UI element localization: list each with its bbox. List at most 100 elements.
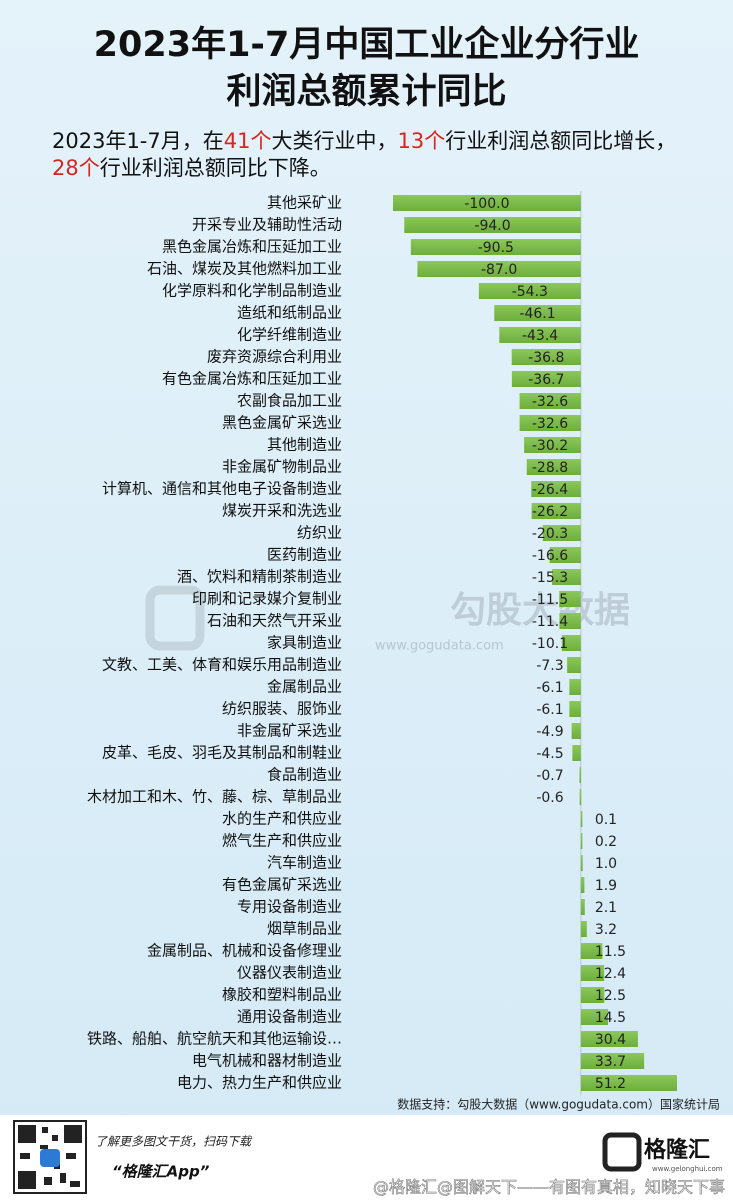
value-label: -90.5 (478, 240, 514, 256)
subtitle-highlight: 28个 (52, 156, 100, 180)
bar (552, 569, 581, 585)
subtitle-text: 2023年1-7月，在 (52, 129, 224, 153)
qr-pattern (18, 1125, 82, 1189)
category-label: 电气机械和器材制造业 (192, 1052, 342, 1070)
chart: 勾股大数据 www.gogudata.com 数据支持：勾股大数据（www.go… (87, 191, 720, 1112)
title-line: 2023年1-7月中国工业企业分行业 (93, 25, 640, 65)
bar (542, 525, 581, 541)
category-label: 皮革、毛皮、羽毛及其制品和制鞋业 (102, 744, 342, 762)
bar (572, 745, 581, 761)
category-label: 文教、工美、体育和娱乐用品制造业 (102, 656, 342, 674)
bar (561, 635, 581, 651)
category-label: 烟草制品业 (267, 920, 342, 938)
category-label: 化学原料和化学制品制造业 (162, 282, 342, 300)
credit: @格隆汇@图解天下——有图有真相，知晓天下事 (373, 1178, 725, 1197)
category-label: 纺织服装、服饰业 (222, 700, 342, 718)
value-label: -100.0 (464, 196, 509, 212)
value-label: 0.2 (595, 834, 617, 850)
value-label: 51.2 (595, 1076, 626, 1092)
category-label: 纺织业 (297, 524, 342, 542)
bar (559, 613, 581, 629)
category-label: 金属制品、机械和设备修理业 (147, 942, 342, 960)
bar (531, 503, 581, 519)
bar (404, 217, 581, 233)
bar (519, 415, 581, 431)
bar (580, 1009, 609, 1025)
footer-art: 了解更多图文干货，扫码下载 “格隆汇App” 格隆汇 www.gelonghui… (13, 1120, 725, 1197)
value-label: -36.7 (528, 372, 564, 388)
value-label: -26.2 (532, 504, 568, 520)
value-label: -36.8 (528, 350, 564, 366)
bar (579, 767, 582, 783)
source: 数据支持：勾股大数据（www.gogudata.com）国家统计局 (397, 1097, 720, 1112)
qr-logo (40, 1149, 60, 1167)
value-label: 30.4 (595, 1032, 626, 1048)
bar (494, 305, 581, 321)
category-label: 黑色金属冶炼和压延加工业 (162, 238, 342, 256)
bar (580, 921, 587, 937)
bar (580, 833, 583, 849)
footer: 了解更多图文干货，扫码下载 “格隆汇App” 格隆汇 www.gelonghui… (0, 1115, 733, 1200)
bar (580, 877, 585, 893)
category-label: 木材加工和木、竹、藤、棕、草制品业 (87, 788, 342, 806)
value-label: 11.5 (595, 944, 626, 960)
bar (580, 1031, 638, 1047)
value-label: -16.6 (532, 548, 568, 564)
bar (417, 261, 581, 277)
bar (580, 855, 583, 871)
category-label: 橡胶和塑料制品业 (222, 986, 342, 1004)
title-line: 利润总额累计同比 (226, 72, 507, 112)
subtitle-text: 大类行业中， (271, 129, 398, 153)
category-label: 汽车制造业 (267, 854, 342, 872)
category-label: 化学纤维制造业 (237, 326, 342, 344)
category-label: 家具制造业 (267, 634, 342, 652)
bar (519, 393, 581, 409)
value-label: 12.4 (595, 966, 626, 982)
footer-line1: 了解更多图文干货，扫码下载 (95, 1135, 253, 1149)
watermark-name: 勾股大数据 (450, 590, 630, 631)
bar (393, 195, 581, 211)
value-label: 2.1 (595, 900, 617, 916)
category-label: 仪器仪表制造业 (237, 964, 342, 982)
bar (569, 701, 581, 717)
category-label: 食品制造业 (267, 766, 342, 784)
value-label: 33.7 (595, 1054, 626, 1070)
value-label: -4.9 (536, 724, 563, 740)
value-label: -11.4 (532, 614, 568, 630)
category-label: 酒、饮料和精制茶制造业 (177, 568, 342, 586)
category-label: 石油、煤炭及其他燃料加工业 (147, 260, 342, 278)
value-label: 1.0 (595, 856, 617, 872)
bar (410, 239, 581, 255)
bar (579, 789, 582, 805)
watermark-logo (145, 585, 205, 651)
value-label: -32.6 (532, 394, 568, 410)
value-label: -11.5 (532, 592, 568, 608)
category-label: 专用设备制造业 (237, 898, 342, 916)
category-label: 计算机、通信和其他电子设备制造业 (102, 480, 342, 498)
category-label: 其他采矿业 (267, 194, 342, 212)
category-label: 印刷和记录媒介复制业 (192, 590, 342, 608)
brand: 格隆汇 (644, 1137, 710, 1163)
brand-logo (602, 1132, 642, 1172)
footer-app: “格隆汇App” (112, 1163, 210, 1181)
bar (526, 459, 581, 475)
bar (549, 547, 581, 563)
category-label: 铁路、船舶、航空航天和其他运输设… (87, 1030, 342, 1048)
bar (531, 481, 581, 497)
title: 2023年1-7月中国工业企业分行业 利润总额累计同比 (0, 22, 733, 116)
bar (580, 1053, 645, 1069)
subtitle-highlight: 13个 (397, 129, 446, 153)
value-label: -20.3 (532, 526, 568, 542)
value-label: -94.0 (474, 218, 510, 234)
value-label: 14.5 (595, 1010, 626, 1026)
category-label: 造纸和纸制品业 (237, 304, 342, 322)
value-label: 1.9 (595, 878, 617, 894)
category-label: 石油和天然气开采业 (207, 612, 342, 630)
category-label: 黑色金属矿采选业 (222, 414, 342, 432)
value-label: -87.0 (481, 262, 517, 278)
bar (571, 723, 581, 739)
category-label: 非金属矿采选业 (237, 722, 342, 740)
value-label: -54.3 (512, 284, 548, 300)
value-label: -30.2 (532, 438, 568, 454)
